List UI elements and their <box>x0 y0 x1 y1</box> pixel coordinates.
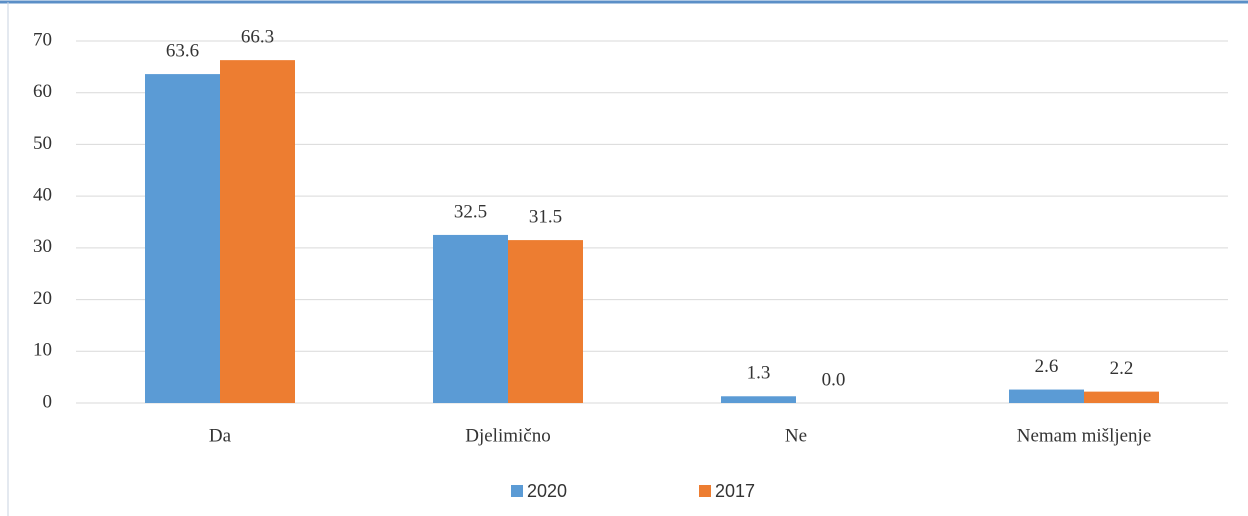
x-tick-label: Djelimično <box>465 425 550 446</box>
bar <box>1009 389 1084 403</box>
bar <box>1084 391 1159 403</box>
legend-label: 2017 <box>715 481 755 501</box>
y-tick-label: 70 <box>33 29 52 50</box>
y-tick-label: 0 <box>43 391 53 412</box>
y-tick-label: 40 <box>33 185 52 206</box>
y-tick-label: 60 <box>33 81 52 102</box>
bar <box>220 60 295 404</box>
data-label: 31.5 <box>529 206 562 227</box>
legend-swatch <box>699 485 711 497</box>
bar <box>433 234 508 403</box>
data-label: 0.0 <box>822 369 846 390</box>
data-label: 66.3 <box>241 26 274 47</box>
legend-label: 2020 <box>527 481 567 501</box>
y-tick-label: 30 <box>33 236 52 257</box>
data-label: 63.6 <box>166 40 199 61</box>
y-tick-label: 20 <box>33 288 52 309</box>
data-label: 32.5 <box>454 201 487 222</box>
y-tick-label: 50 <box>33 133 52 154</box>
data-label: 2.2 <box>1110 358 1134 379</box>
bar <box>145 74 220 404</box>
legend-swatch <box>511 485 523 497</box>
x-tick-label: Da <box>209 425 232 446</box>
x-tick-label: Ne <box>785 425 807 446</box>
y-tick-label: 10 <box>33 340 52 361</box>
data-label: 2.6 <box>1035 356 1059 377</box>
data-label: 1.3 <box>747 363 771 384</box>
x-tick-label: Nemam mišljenje <box>1017 425 1152 446</box>
bar <box>721 396 796 403</box>
bar <box>508 240 583 403</box>
